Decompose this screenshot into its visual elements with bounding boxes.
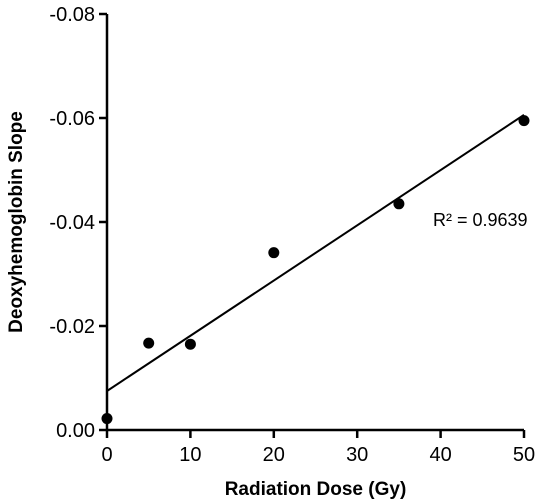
- x-tick-label: 40: [429, 444, 451, 466]
- data-point: [393, 198, 405, 210]
- y-tick-label: -0.06: [49, 108, 95, 130]
- data-points: [101, 115, 530, 425]
- x-tick-label: 20: [263, 444, 285, 466]
- y-tick-label: 0.00: [56, 420, 95, 442]
- data-point: [184, 338, 196, 350]
- y-tick-label: -0.02: [49, 316, 95, 338]
- y-tick-label: -0.04: [49, 212, 95, 234]
- x-tick-label: 50: [513, 444, 535, 466]
- x-axis-title: Radiation Dose (Gy): [225, 479, 407, 500]
- x-tick-label: 10: [179, 444, 201, 466]
- x-tick-label: 30: [346, 444, 368, 466]
- y-axis-title: Deoxyhemoglobin Slope: [6, 111, 27, 333]
- data-point: [268, 247, 280, 259]
- regression-line: [106, 114, 525, 392]
- y-tick-label: -0.08: [49, 4, 95, 26]
- data-point: [143, 337, 155, 349]
- x-tick-label: 0: [101, 444, 112, 466]
- data-point: [101, 413, 113, 425]
- data-point: [518, 115, 530, 127]
- x-ticks: 0 10 20 30 40 50: [101, 430, 535, 466]
- r-squared-annotation: R² = 0.9639: [433, 210, 528, 230]
- y-ticks: 0.00 -0.02 -0.04 -0.06 -0.08: [49, 4, 107, 442]
